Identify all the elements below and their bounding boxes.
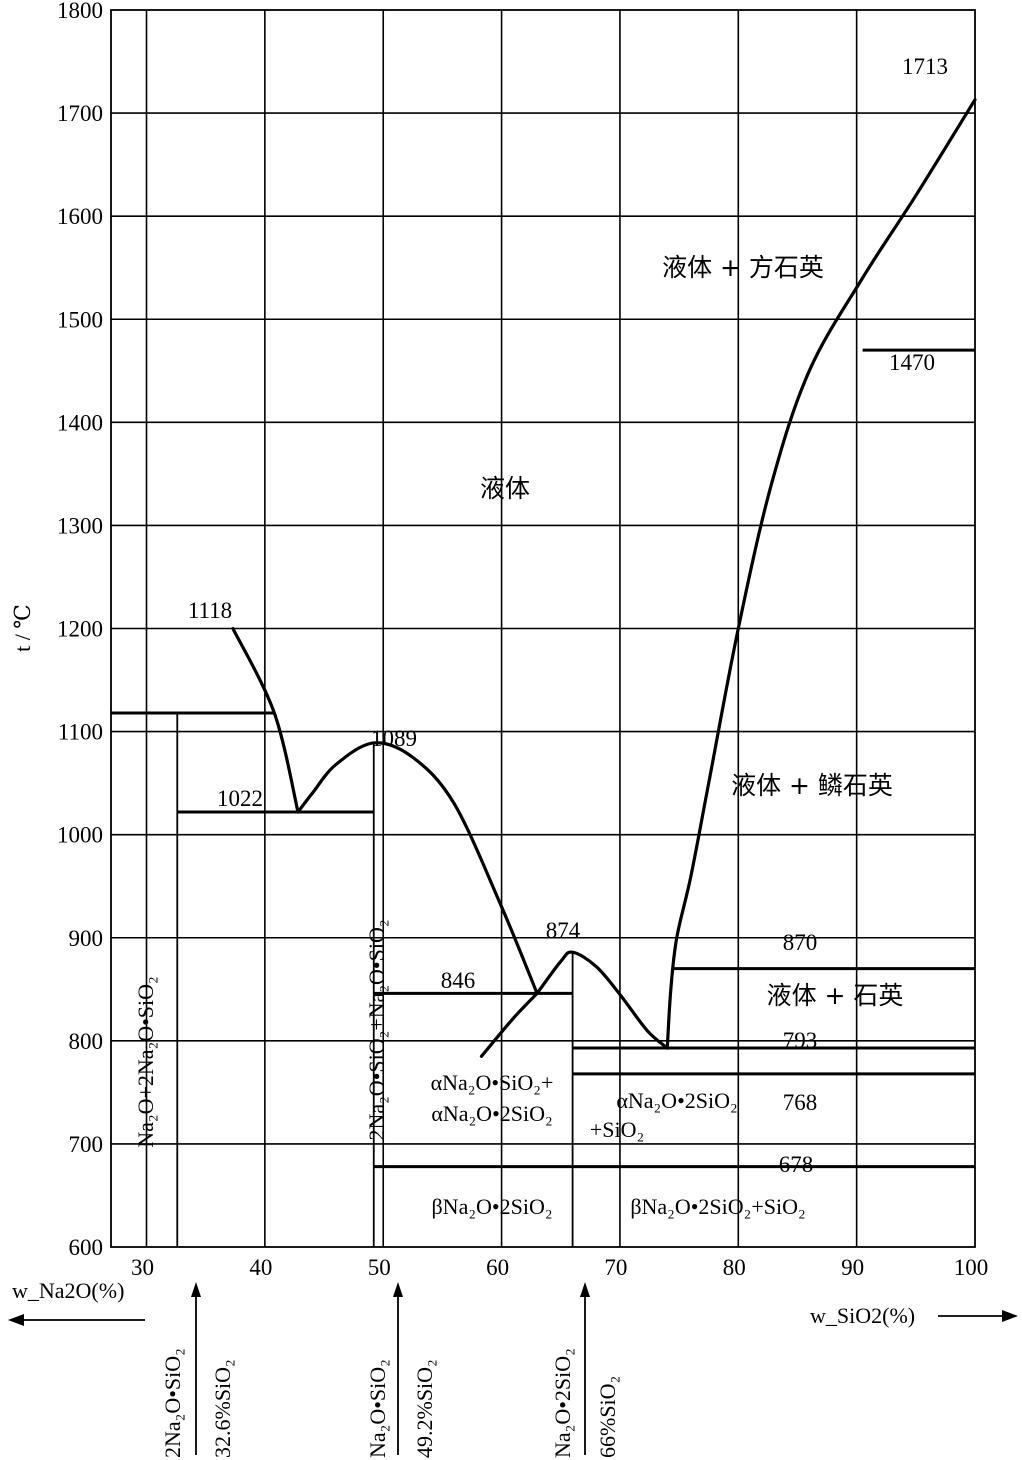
- region-beta-2sio2: βNa₂O•2SiO₂: [431, 1194, 552, 1219]
- compound-2-annotation: Na₂O•SiO₂ 49.2%SiO₂: [365, 1282, 437, 1458]
- y-tick-label: 1400: [57, 410, 103, 435]
- label-1713: 1713: [902, 54, 948, 79]
- x-tick-label: 40: [249, 1255, 272, 1280]
- y-tick-label: 1100: [58, 720, 103, 745]
- compound-1-formula: 2Na₂O•SiO₂: [160, 1348, 185, 1458]
- left-arrow-head: [8, 1314, 24, 1326]
- x-tick-label: 80: [723, 1255, 746, 1280]
- region-mid-solid: 2Na₂O•SiO₂+Na₂O•SiO₂: [364, 919, 389, 1140]
- plot-frame: [110, 9, 976, 1248]
- y-axis-label: t / ℃: [10, 604, 35, 652]
- liquidus-curve-1: [231, 626, 300, 814]
- x-tick-label: 30: [131, 1255, 154, 1280]
- x-tick-label: 60: [486, 1255, 509, 1280]
- y-tick-label: 1200: [57, 617, 103, 642]
- label-678: 678: [779, 1152, 814, 1177]
- x-tick-label: 100: [954, 1255, 989, 1280]
- region-liquid-tridymite: 液体 + 鳞石英: [731, 771, 893, 800]
- compound-3-composition: 66%SiO₂: [595, 1376, 620, 1458]
- isotherm-lines: [111, 348, 975, 1169]
- label-793: 793: [783, 1028, 818, 1053]
- y-tick-label: 1300: [57, 513, 103, 538]
- region-alpha-pair-line1: αNa₂O•SiO₂+: [431, 1070, 554, 1095]
- x-axis-label: w_SiO2(%): [810, 1303, 915, 1328]
- label-1118: 1118: [188, 598, 232, 623]
- label-1089: 1089: [371, 726, 417, 751]
- compound-3-arrow-head: [580, 1282, 590, 1297]
- y-tick-label: 1700: [57, 101, 103, 126]
- label-1470: 1470: [889, 350, 935, 375]
- compound-3-annotation: Na₂O•2SiO₂ 66%SiO₂: [550, 1282, 620, 1458]
- label-846: 846: [441, 968, 476, 993]
- region-beta-2sio2-sio2: βNa₂O•2SiO₂+SiO₂: [630, 1194, 805, 1219]
- compound-2-formula: Na₂O•SiO₂: [365, 1359, 390, 1458]
- label-768: 768: [783, 1090, 818, 1115]
- compound-2-composition: 49.2%SiO₂: [412, 1359, 437, 1458]
- compound-2-arrow-head: [393, 1282, 403, 1297]
- region-liquid-cristobalite: 液体 + 方石英: [662, 253, 824, 282]
- y-tick-label: 1000: [57, 823, 103, 848]
- y-tick-label: 600: [69, 1235, 104, 1260]
- compound-lines: [176, 713, 574, 1247]
- x-axis-label-left: w_Na2O(%): [12, 1278, 124, 1303]
- liquidus-curve-4: [535, 950, 669, 1050]
- region-alpha-2sio2-line1: αNa₂O•2SiO₂: [616, 1088, 737, 1113]
- compound-1-arrow-head: [191, 1282, 201, 1297]
- region-alpha-pair-line2: αNa₂O•2SiO₂: [431, 1101, 552, 1126]
- region-liquid-quartz: 液体 + 石英: [767, 981, 904, 1010]
- liquidus-curve-3: [479, 991, 539, 1058]
- compound-1-composition: 32.6%SiO₂: [210, 1359, 235, 1458]
- liquidus-curve-2: [296, 741, 539, 996]
- y-tick-label: 900: [69, 926, 104, 951]
- x-tick-labels: 30 40 50 60 70 80 90 100: [131, 1255, 988, 1280]
- label-874: 874: [546, 918, 581, 943]
- y-tick-label: 1800: [57, 0, 103, 23]
- compound-3-formula: Na₂O•2SiO₂: [550, 1348, 575, 1458]
- grid: [111, 10, 975, 1247]
- label-870: 870: [783, 930, 818, 955]
- y-tick-label: 1600: [57, 204, 103, 229]
- liquidus-curve-5: [665, 98, 977, 1050]
- right-arrow-head: [1002, 1310, 1018, 1322]
- region-left-solid: Na₂O+2Na₂O•SiO₂: [133, 976, 158, 1147]
- y-tick-label: 1500: [57, 307, 103, 332]
- x-tick-label: 90: [841, 1255, 864, 1280]
- liquidus-curves: [231, 98, 977, 1058]
- x-tick-label: 50: [368, 1255, 391, 1280]
- y-tick-label: 800: [69, 1029, 104, 1054]
- x-tick-label: 70: [604, 1255, 627, 1280]
- label-1022: 1022: [217, 786, 263, 811]
- compound-1-annotation: 2Na₂O•SiO₂ 32.6%SiO₂: [160, 1282, 235, 1458]
- region-liquid: 液体: [480, 474, 530, 503]
- y-tick-label: 700: [69, 1132, 104, 1157]
- region-alpha-2sio2-line2: +SiO₂: [590, 1117, 644, 1142]
- y-tick-labels: 600 700 800 900 1000 1100 1200 1300 1400 1500 1600…: [57, 0, 103, 1260]
